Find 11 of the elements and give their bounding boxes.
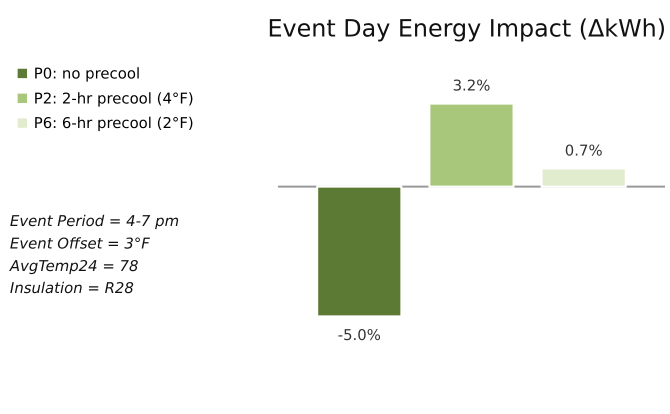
text: AvgTemp24 = 78	[8, 256, 138, 275]
legend-label: P0: no precool	[34, 64, 140, 82]
text: Event Offset = 3°F	[10, 234, 150, 252]
text: Insulation = R28	[10, 279, 134, 298]
legend-label: P2: 2-hr precool (4°F)	[34, 89, 194, 108]
data-label: 0.7%	[564, 142, 603, 160]
data-label: 3.2%	[452, 76, 490, 95]
text: Event Period = 4-7 pm	[10, 212, 180, 230]
legend-label: P6: 6-hr precool (2°F)	[34, 114, 194, 132]
chart-title: Event Day Energy Impact (ΔkWh)	[267, 14, 666, 42]
data-label: -5.0%	[338, 326, 381, 344]
